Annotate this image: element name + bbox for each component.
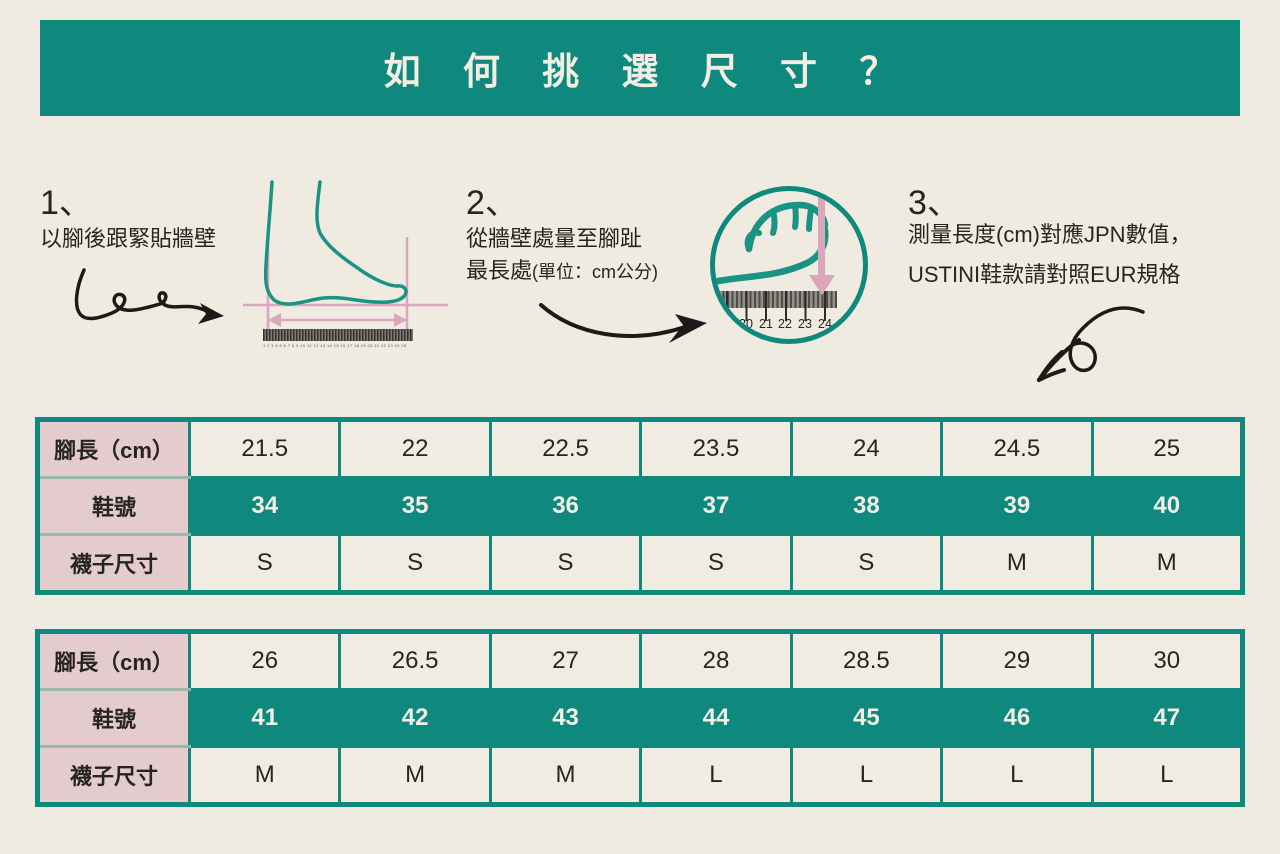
- shoe-size-value: 36: [488, 476, 643, 536]
- step2-text-line2-note: (單位：cm公分): [532, 262, 658, 282]
- shoe-size-value: 42: [338, 688, 492, 748]
- shoe-size-value: 39: [940, 476, 1094, 536]
- shoe-size-value: 35: [338, 476, 492, 536]
- sock-size-value: L: [940, 745, 1094, 806]
- foot-measure-illustration: 1 2 3 4 5 6 7 8 9 10 11 12 13 14 15 16 1…: [243, 178, 448, 363]
- measure-arrow-icon: [818, 191, 825, 277]
- shoe-size-value: 47: [1090, 688, 1245, 748]
- shoe-size-value: 37: [639, 476, 793, 536]
- row-label-shoe-size: 鞋號: [36, 688, 191, 748]
- magnifier-circle: 20 21 22 23 24 25: [710, 186, 868, 344]
- shoe-size-value: 38: [789, 476, 944, 536]
- sock-size-value: M: [940, 533, 1094, 594]
- step2-text-line1: 從牆壁處量至腳趾: [466, 226, 643, 251]
- step2-text-line2-main: 最長處: [466, 258, 533, 283]
- foot-length-value: 27: [488, 630, 643, 691]
- foot-length-value: 23.5: [639, 418, 793, 479]
- sock-size-value: M: [1090, 533, 1245, 594]
- foot-length-value: 29: [940, 630, 1094, 691]
- squiggle-arrow-icon: [74, 268, 224, 324]
- shoe-size-value: 45: [789, 688, 944, 748]
- shoe-size-value: 43: [488, 688, 643, 748]
- foot-ruler-numbers: 1 2 3 4 5 6 7 8 9 10 11 12 13 14 15 16 1…: [263, 343, 407, 348]
- magnifier-ruler-ticks: [715, 291, 837, 321]
- step3-number: 3、: [908, 184, 961, 222]
- sock-size-value: S: [187, 533, 342, 594]
- sock-size-value: S: [639, 533, 793, 594]
- foot-length-value: 21.5: [187, 418, 342, 479]
- measure-arrow-head-icon: [809, 275, 835, 295]
- size-table-large: 腳長（cm） 26 26.5 27 28 28.5 29 30 鞋號 41 42…: [35, 629, 1245, 807]
- sock-size-value: S: [338, 533, 492, 594]
- magnifier-number: 23: [798, 317, 812, 331]
- shoe-size-value: 44: [639, 688, 793, 748]
- step2-number: 2、: [466, 184, 519, 222]
- step2-text-line2: 最長處(單位：cm公分): [466, 260, 658, 282]
- loop-arrow-icon: [1037, 306, 1145, 382]
- foot-length-value: 28: [639, 630, 793, 691]
- sock-size-value: M: [187, 745, 342, 806]
- foot-length-value: 25: [1090, 418, 1245, 479]
- foot-length-value: 30: [1090, 630, 1245, 691]
- sock-size-value: M: [488, 745, 643, 806]
- row-label-foot-length: 腳長（cm）: [36, 630, 191, 691]
- step1-number: 1、: [40, 184, 93, 222]
- table-row: 腳長（cm） 26 26.5 27 28 28.5 29 30: [36, 630, 1245, 691]
- table-row: 腳長（cm） 21.5 22 22.5 23.5 24 24.5 25: [36, 418, 1245, 479]
- curved-arrow-icon: [539, 303, 707, 343]
- foot-length-value: 26.5: [338, 630, 492, 691]
- shoe-size-value: 40: [1090, 476, 1245, 536]
- magnifier-number: 21: [759, 317, 773, 331]
- sock-size-value: L: [639, 745, 793, 806]
- step3-text-line2: USTINI鞋款請對照EUR規格: [908, 262, 1181, 287]
- foot-length-value: 28.5: [789, 630, 944, 691]
- page-title: 如 何 挑 選 尺 寸 ？: [383, 51, 913, 92]
- table-row: 襪子尺寸 S S S S S M M: [36, 533, 1245, 594]
- sock-size-value: L: [1090, 745, 1245, 806]
- table-row: 鞋號 41 42 43 44 45 46 47: [36, 688, 1245, 748]
- foot-length-value: 22.5: [488, 418, 643, 479]
- sock-size-value: L: [789, 745, 944, 806]
- sock-size-value: M: [338, 745, 492, 806]
- sock-size-value: S: [488, 533, 643, 594]
- title-banner: 如 何 挑 選 尺 寸 ？: [40, 20, 1240, 116]
- foot-diagram-icon: [243, 180, 448, 330]
- table-row: 鞋號 34 35 36 37 38 39 40: [36, 476, 1245, 536]
- foot-length-value: 24.5: [940, 418, 1094, 479]
- foot-length-value: 22: [338, 418, 492, 479]
- magnifier-number: 20: [739, 317, 753, 331]
- size-table-small: 腳長（cm） 21.5 22 22.5 23.5 24 24.5 25 鞋號 3…: [35, 417, 1245, 595]
- magnifier-number: 25: [837, 317, 851, 331]
- foot-length-value: 26: [187, 630, 342, 691]
- row-label-sock-size: 襪子尺寸: [36, 533, 191, 594]
- shoe-size-value: 46: [940, 688, 1094, 748]
- shoe-size-value: 41: [187, 688, 342, 748]
- magnifier-number: 24: [818, 317, 832, 331]
- foot-ruler-icon: [263, 329, 413, 341]
- row-label-foot-length: 腳長（cm）: [36, 418, 191, 479]
- step1-text: 以腳後跟緊貼牆壁: [40, 226, 217, 251]
- foot-length-value: 24: [789, 418, 944, 479]
- shoe-size-value: 34: [187, 476, 342, 536]
- step3-text-line1: 測量長度(cm)對應JPN數值，: [908, 222, 1192, 247]
- sock-size-value: S: [789, 533, 944, 594]
- magnifier-number: 22: [778, 317, 792, 331]
- row-label-sock-size: 襪子尺寸: [36, 745, 191, 806]
- table-row: 襪子尺寸 M M M L L L L: [36, 745, 1245, 806]
- row-label-shoe-size: 鞋號: [36, 476, 191, 536]
